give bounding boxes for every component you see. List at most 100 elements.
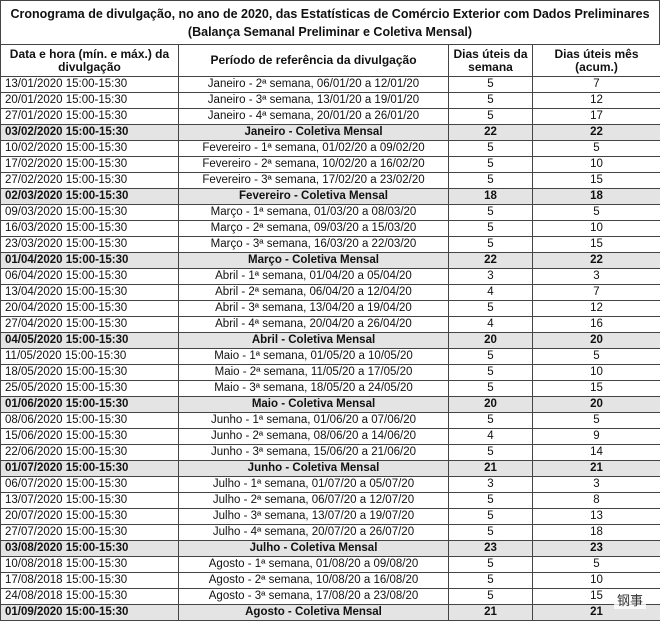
table-cell: Junho - 3ª semana, 15/06/20 a 21/06/20 — [178, 444, 449, 461]
table-cell: 3 — [448, 268, 533, 285]
table-cell: Julho - 2ª semana, 06/07/20 a 12/07/20 — [178, 492, 449, 509]
table-cell: 5 — [532, 140, 660, 157]
table-cell: 20 — [532, 332, 660, 349]
table-row: 17/02/2020 15:00-15:30 Fevereiro - 2ª sem… — [0, 156, 660, 173]
table-cell: Agosto - 2ª semana, 10/08/20 a 16/08/20 — [178, 572, 449, 589]
table-cell: 22/06/2020 15:00-15:30 — [0, 444, 179, 461]
table-cell: 23 — [448, 540, 533, 557]
table-cell: 14 — [532, 444, 660, 461]
table-cell: Março - 2ª semana, 09/03/20 a 15/03/20 — [178, 220, 449, 237]
table-cell: Junho - 2ª semana, 08/06/20 a 14/06/20 — [178, 428, 449, 445]
table-cell: 03/02/2020 15:00-15:30 — [0, 124, 179, 141]
table-row: 13/04/2020 15:00-15:30 Abril - 2ª semana,… — [0, 284, 660, 301]
table-cell: 5 — [448, 524, 533, 541]
table-cell: 20 — [532, 396, 660, 413]
table-cell: 27/01/2020 15:00-15:30 — [0, 108, 179, 125]
table-row: 01/06/2020 15:00-15:30 Maio - Coletiva Me… — [0, 396, 660, 413]
table-cell: Maio - Coletiva Mensal — [178, 396, 449, 413]
table-cell: 21 — [532, 460, 660, 477]
table-cell: Abril - 1ª semana, 01/04/20 a 05/04/20 — [178, 268, 449, 285]
table-row: 27/01/2020 15:00-15:30 Janeiro - 4ª seman… — [0, 108, 660, 125]
table-cell: 5 — [448, 92, 533, 109]
table-cell: 5 — [448, 140, 533, 157]
table-row: 01/09/2020 15:00-15:30 Agosto - Coletiva … — [0, 604, 660, 621]
table-cell: 8 — [532, 492, 660, 509]
table-cell: Fevereiro - Coletiva Mensal — [178, 188, 449, 205]
table-cell: 12 — [532, 92, 660, 109]
table-cell: 06/04/2020 15:00-15:30 — [0, 268, 179, 285]
table-row: 24/08/2018 15:00-15:30 Agosto - 3ª semana… — [0, 588, 660, 605]
table-cell: 13/04/2020 15:00-15:30 — [0, 284, 179, 301]
table-cell: 4 — [448, 428, 533, 445]
table-row: 27/02/2020 15:00-15:30 Fevereiro - 3ª sem… — [0, 172, 660, 189]
table-cell: 4 — [448, 316, 533, 333]
table-cell: 5 — [448, 444, 533, 461]
table-cell: Abril - 2ª semana, 06/04/20 a 12/04/20 — [178, 284, 449, 301]
table-cell: Abril - 4ª semana, 20/04/20 a 26/04/20 — [178, 316, 449, 333]
table-cell: 13/01/2020 15:00-15:30 — [0, 76, 179, 93]
table-cell: 5 — [448, 156, 533, 173]
table-cell: 20/01/2020 15:00-15:30 — [0, 92, 179, 109]
table-cell: Janeiro - 4ª semana, 20/01/20 a 26/01/20 — [178, 108, 449, 125]
table-row: 15/06/2020 15:00-15:30 Junho - 2ª semana,… — [0, 428, 660, 445]
table-cell: 22 — [532, 252, 660, 269]
table-cell: 04/05/2020 15:00-15:30 — [0, 332, 179, 349]
table-cell: 10/02/2020 15:00-15:30 — [0, 140, 179, 157]
table-row: 16/03/2020 15:00-15:30 Março - 2ª semana,… — [0, 220, 660, 237]
table-cell: 03/08/2020 15:00-15:30 — [0, 540, 179, 557]
table-cell: 13/07/2020 15:00-15:30 — [0, 492, 179, 509]
table-row: 23/03/2020 15:00-15:30 Março - 3ª semana,… — [0, 236, 660, 253]
table-cell: 5 — [448, 412, 533, 429]
table-cell: 5 — [532, 412, 660, 429]
table-cell: Julho - 1ª semana, 01/07/20 a 05/07/20 — [178, 476, 449, 493]
table-cell: 20/07/2020 15:00-15:30 — [0, 508, 179, 525]
table-cell: 13 — [532, 508, 660, 525]
table-cell: Abril - 3ª semana, 13/04/20 a 19/04/20 — [178, 300, 449, 317]
table-cell: 01/09/2020 15:00-15:30 — [0, 604, 179, 621]
table-cell: 18/05/2020 15:00-15:30 — [0, 364, 179, 381]
table-cell: Julho - 4ª semana, 20/07/20 a 26/07/20 — [178, 524, 449, 541]
table-cell: 15 — [532, 380, 660, 397]
table-cell: Agosto - 1ª semana, 01/08/20 a 09/08/20 — [178, 556, 449, 573]
table-cell: 15/06/2020 15:00-15:30 — [0, 428, 179, 445]
table-cell: 5 — [448, 76, 533, 93]
table-cell: 15 — [532, 172, 660, 189]
table-cell: 10 — [532, 220, 660, 237]
table-cell: 23/03/2020 15:00-15:30 — [0, 236, 179, 253]
title-line: Cronograma de divulgação, no ano de 2020… — [10, 7, 650, 21]
table-cell: Julho - Coletiva Mensal — [178, 540, 449, 557]
table-cell: 24/08/2018 15:00-15:30 — [0, 588, 179, 605]
table-row: 20/04/2020 15:00-15:30 Abril - 3ª semana,… — [0, 300, 660, 317]
table-cell: 01/04/2020 15:00-15:30 — [0, 252, 179, 269]
schedule-table: Data e hora (mín. e máx.) da divulgação P… — [0, 44, 660, 621]
table-cell: 15 — [532, 236, 660, 253]
table-cell: 5 — [448, 492, 533, 509]
table-cell: 22 — [448, 252, 533, 269]
table-cell: 16 — [532, 316, 660, 333]
watermark: 钢事 — [613, 590, 646, 609]
table-cell: 22 — [532, 124, 660, 141]
table-cell: 5 — [448, 108, 533, 125]
table-row: 10/08/2018 15:00-15:30 Agosto - 1ª semana… — [0, 556, 660, 573]
table-cell: Março - 1ª semana, 01/03/20 a 08/03/20 — [178, 204, 449, 221]
table-row: 09/03/2020 15:00-15:30 Março - 1ª semana,… — [0, 204, 660, 221]
table-cell: 20 — [448, 396, 533, 413]
table-row: 22/06/2020 15:00-15:30 Junho - 3ª semana,… — [0, 444, 660, 461]
table-cell: 25/05/2020 15:00-15:30 — [0, 380, 179, 397]
table-cell: Junho - Coletiva Mensal — [178, 460, 449, 477]
table-cell: 12 — [532, 300, 660, 317]
table-row: 13/07/2020 15:00-15:30 Julho - 2ª semana,… — [0, 492, 660, 509]
table-cell: Fevereiro - 2ª semana, 10/02/20 a 16/02/… — [178, 156, 449, 173]
table-cell: 10 — [532, 364, 660, 381]
table-cell: 18 — [448, 188, 533, 205]
table-cell: Maio - 3ª semana, 18/05/20 a 24/05/20 — [178, 380, 449, 397]
table-cell: 06/07/2020 15:00-15:30 — [0, 476, 179, 493]
table-row: 08/06/2020 15:00-15:30 Junho - 1ª semana,… — [0, 412, 660, 429]
table-cell: 5 — [448, 220, 533, 237]
table-cell: 17/08/2018 15:00-15:30 — [0, 572, 179, 589]
table-row: 17/08/2018 15:00-15:30 Agosto - 2ª semana… — [0, 572, 660, 589]
column-header: Dias úteis da semana — [448, 44, 533, 77]
table-cell: 21 — [448, 460, 533, 477]
table-cell: 20 — [448, 332, 533, 349]
